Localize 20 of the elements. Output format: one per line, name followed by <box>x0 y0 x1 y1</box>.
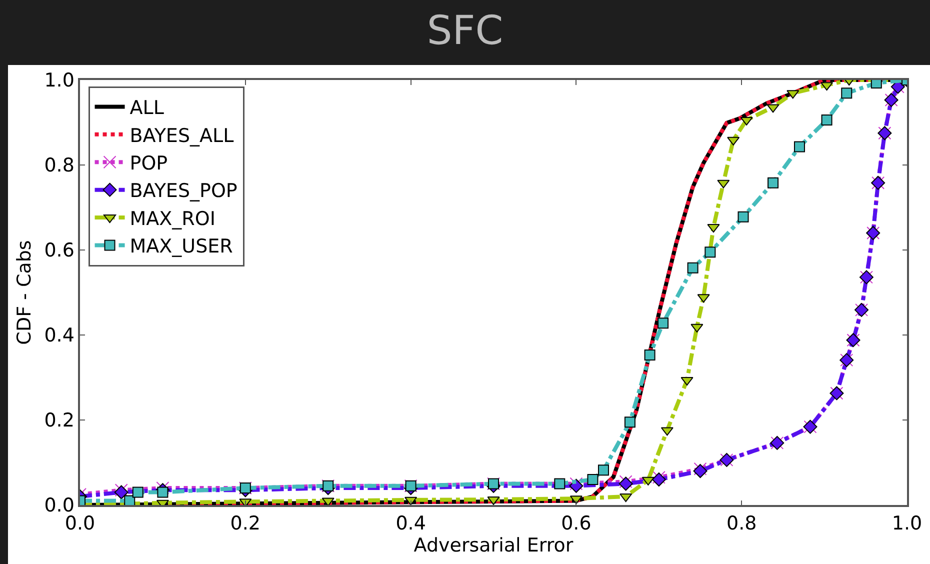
x-tick-label: 0.8 <box>726 512 757 535</box>
y-tick-label: 1.0 <box>44 70 74 92</box>
x-tick-label: 0.0 <box>64 512 96 535</box>
y-tick-label: 0.6 <box>44 240 74 262</box>
legend-label: MAX_ROI <box>130 208 216 230</box>
x-tick-label: 0.4 <box>396 512 426 535</box>
legend-label: BAYES_POP <box>130 180 238 202</box>
y-tick-label: 0.4 <box>44 324 74 347</box>
chart-title: SFC <box>426 7 504 56</box>
y-axis-title: CDF - Cabs <box>14 240 36 345</box>
y-tick-label: 0.8 <box>44 154 74 177</box>
legend-label: MAX_USER <box>130 236 233 258</box>
x-tick-label: 0.6 <box>561 512 592 535</box>
y-tick-label: 0.2 <box>44 410 74 432</box>
legend-label: BAYES_ALL <box>130 124 234 147</box>
x-axis-title: Adversarial Error <box>414 534 574 557</box>
x-tick-label: 0.2 <box>230 512 261 535</box>
legend-label: ALL <box>130 97 164 120</box>
legend-label: POP <box>130 152 168 175</box>
x-tick-label: 1.0 <box>892 512 922 535</box>
